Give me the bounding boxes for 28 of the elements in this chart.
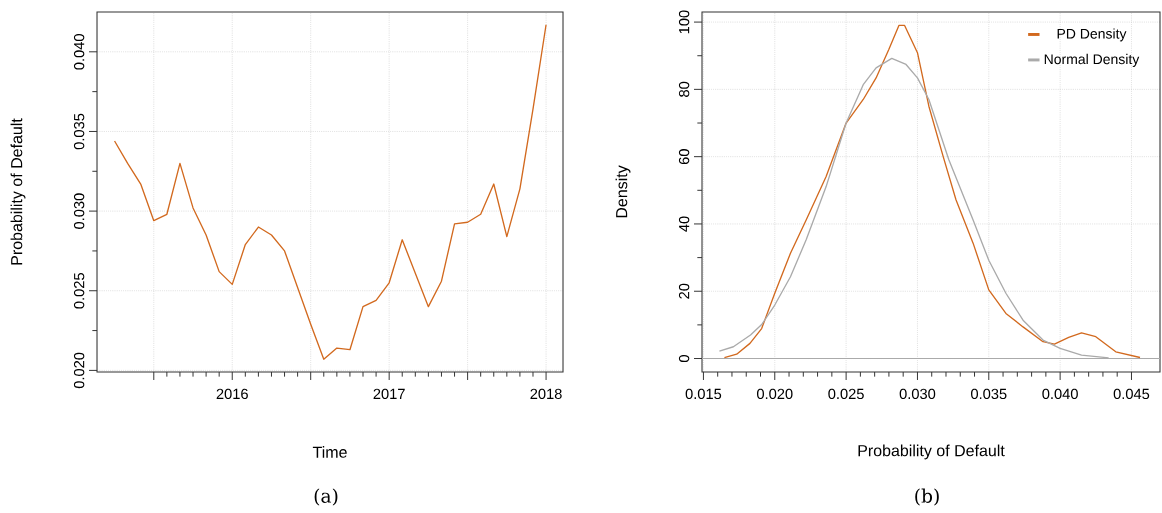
x-tick-label: 0.030 (899, 388, 936, 400)
legend-label: Normal Density (1044, 53, 1140, 67)
y-tick-label: 80 (678, 81, 690, 97)
x-tick-label: 0.045 (1113, 388, 1150, 400)
y-tick-label: 20 (678, 283, 690, 299)
text: (b) (915, 488, 939, 506)
x-tick-label: 0.035 (971, 388, 1007, 400)
x-tick-label: 2016 (216, 388, 248, 400)
x-tick-label: 2018 (530, 388, 562, 400)
y-axis-title: Density (615, 165, 631, 218)
x-axis-title: Probability of Default (858, 444, 1005, 460)
legend-label: PD Density (1057, 28, 1127, 42)
y-tick-label: 40 (678, 216, 690, 232)
x-axis-title: Time (312, 446, 347, 458)
y-tick-label: 0.035 (73, 113, 85, 150)
x-tick-label: 0.040 (1042, 388, 1078, 400)
y-tick-label: 100 (678, 10, 690, 34)
y-tick-label: 60 (678, 149, 690, 165)
x-tick-label: 0.025 (828, 388, 864, 400)
y-axis-title: Probability of Default (10, 118, 26, 265)
x-tick-label: 0.015 (685, 388, 722, 400)
y-tick-label: 0.025 (73, 273, 85, 309)
x-tick-label: 2017 (373, 388, 405, 400)
y-tick-label: 0.040 (73, 34, 85, 70)
y-tick-label: 0.030 (73, 193, 85, 229)
x-tick-label: 0.020 (756, 388, 793, 400)
y-tick-label: 0 (678, 355, 690, 363)
text: (a) (314, 488, 338, 506)
